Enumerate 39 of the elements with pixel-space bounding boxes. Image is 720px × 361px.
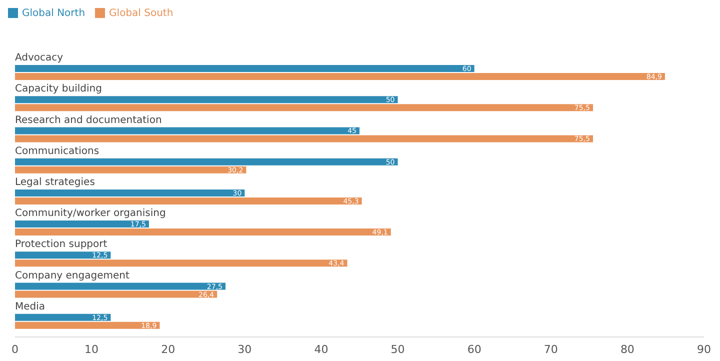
bar xyxy=(15,189,245,196)
bar xyxy=(15,322,160,329)
y-tick-label: Communications xyxy=(15,146,100,157)
bar xyxy=(15,252,111,259)
bar xyxy=(15,228,391,236)
bar xyxy=(15,73,665,80)
bar xyxy=(15,260,348,267)
bar xyxy=(15,127,360,134)
y-tick-label: Capacity building xyxy=(15,84,102,95)
x-tick-label: 50 xyxy=(390,342,405,356)
bar xyxy=(15,166,246,174)
y-tick-label: Protection support xyxy=(15,239,108,250)
legend-label: Global North xyxy=(22,8,86,19)
x-tick-label: 30 xyxy=(238,342,252,356)
bar xyxy=(15,96,398,104)
bar xyxy=(15,158,398,166)
bar xyxy=(15,135,593,142)
bar xyxy=(15,314,111,321)
y-tick-label: Advocacy xyxy=(15,52,64,64)
x-tick-label: 10 xyxy=(84,342,99,356)
bar xyxy=(15,220,149,228)
y-tick-label: Media xyxy=(15,301,46,312)
x-tick-label: 20 xyxy=(161,342,176,356)
x-tick-label: 80 xyxy=(620,342,634,356)
bar xyxy=(15,290,218,298)
x-tick-label: 70 xyxy=(544,342,558,356)
y-tick-label: Company engagement xyxy=(15,270,130,282)
y-tick-label: Community/worker organising xyxy=(15,208,166,220)
legend-label: Global South xyxy=(109,8,174,19)
bar xyxy=(15,104,593,112)
x-tick-label: 60 xyxy=(467,342,482,356)
x-tick-label: 90 xyxy=(697,342,711,356)
y-tick-label: Research and documentation xyxy=(15,114,162,126)
x-tick-label: 40 xyxy=(314,342,328,356)
bar xyxy=(15,197,362,204)
bar xyxy=(15,65,474,72)
x-tick-label: 0 xyxy=(12,342,18,356)
bar xyxy=(15,282,226,290)
y-tick-label: Legal strategies xyxy=(15,177,95,188)
